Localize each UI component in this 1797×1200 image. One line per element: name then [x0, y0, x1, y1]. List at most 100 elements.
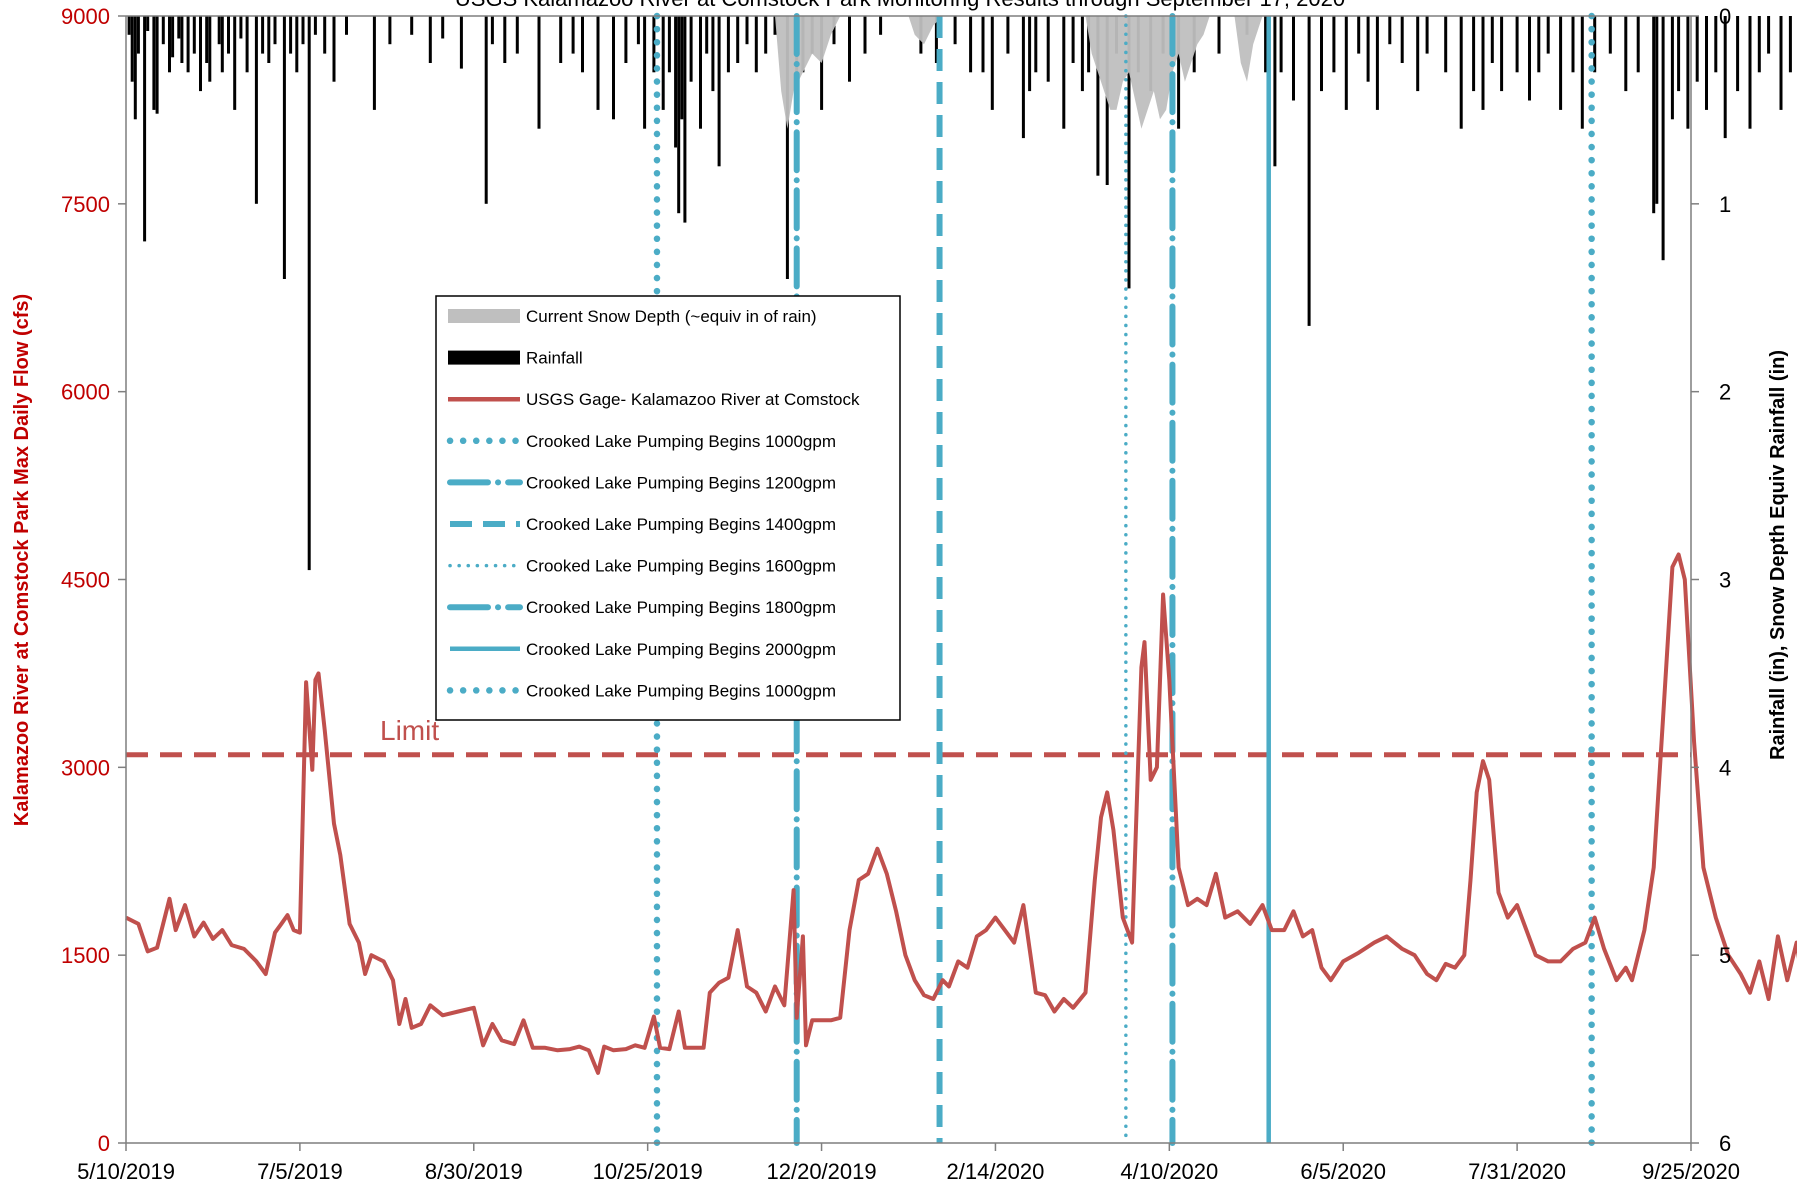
rainfall-bar [1444, 16, 1448, 73]
rainfall-bar [208, 16, 212, 82]
rainfall-bar [1357, 16, 1361, 54]
rainfall-bar [736, 16, 740, 63]
rainfall-bar [879, 16, 883, 35]
rainfall-bar [186, 16, 190, 73]
rainfall-bar [636, 16, 640, 45]
legend-label: Crooked Lake Pumping Begins 1400gpm [526, 515, 836, 534]
x-tick-label: 12/20/2019 [767, 1159, 877, 1184]
y-right-tick-label: 4 [1719, 755, 1731, 780]
y-right-tick-label: 3 [1719, 568, 1731, 593]
x-tick-label: 2/14/2020 [947, 1159, 1045, 1184]
rainfall-bar [689, 16, 693, 82]
y-right-tick-label: 0 [1719, 4, 1731, 29]
rainfall-bar [133, 16, 137, 120]
rainfall-bar [1416, 16, 1420, 92]
flow-series-line [125, 552, 1797, 1075]
y-right-tick-label: 6 [1719, 1131, 1731, 1156]
rainfall-bar [1757, 16, 1761, 73]
rainfall-bar [699, 16, 702, 129]
rainfall-bar [764, 16, 768, 54]
rainfall-bar [667, 16, 671, 73]
rainfall-bar [1655, 16, 1659, 204]
rainfall-bar [217, 16, 221, 45]
x-tick-label: 4/10/2020 [1120, 1159, 1218, 1184]
rainfall-bar [785, 16, 789, 279]
rainfall-bar [503, 16, 507, 63]
rainfall-bar [1490, 16, 1494, 63]
legend-label: Crooked Lake Pumping Begins 1800gpm [526, 598, 836, 617]
rainfall-bar [332, 16, 336, 82]
rainfall-bar [1344, 16, 1348, 110]
legend-label: Crooked Lake Pumping Begins 1000gpm [526, 681, 836, 700]
rainfall-bar [1071, 16, 1075, 63]
snow-depth-area-segment [908, 16, 943, 45]
rainfall-bar [205, 16, 209, 63]
rainfall-bar [1006, 16, 1010, 54]
y-axis-left-label: Kalamazoo River at Comstock Park Max Dai… [11, 294, 33, 826]
x-tick-label: 8/30/2019 [425, 1159, 523, 1184]
rainfall-bar [1695, 16, 1699, 82]
rainfall-bar [1046, 16, 1050, 82]
rainfall-bar [515, 16, 519, 54]
y-left-tick-label: 7500 [61, 192, 110, 217]
rainfall-bar [171, 16, 175, 58]
rainfall-bar [428, 16, 432, 63]
rainfall-bar [227, 16, 230, 54]
rainfall-bar [1571, 16, 1575, 73]
rainfall-bar [1779, 16, 1783, 110]
rainfall-bar [1515, 16, 1519, 73]
rainfall-bar [155, 16, 159, 114]
rainfall-bar [1528, 16, 1531, 101]
rainfall-bar [643, 16, 647, 129]
rainfall-bar [1087, 16, 1091, 73]
rainfall-bar [1748, 16, 1752, 129]
rainfall-bar [490, 16, 494, 45]
rainfall-bar [1500, 16, 1504, 92]
rainfall-bar [596, 16, 600, 110]
rainfall-bar [953, 16, 957, 45]
y-axis-right-label: Rainfall (in), Snow Depth Equiv Rainfall… [1767, 350, 1789, 760]
rainfall-bar [1736, 16, 1740, 92]
rainfall-bar [1714, 16, 1718, 73]
x-tick-label: 6/5/2020 [1300, 1159, 1386, 1184]
legend-swatch-snow [448, 309, 520, 323]
chart-title: USGS Kalamazoo River at Comstock Park Mo… [455, 0, 1345, 11]
rainfall-bar [168, 16, 171, 73]
rainfall-bar [1307, 16, 1311, 326]
legend-label: Crooked Lake Pumping Begins 1000gpm [526, 432, 836, 451]
rainfall-bar [307, 16, 311, 571]
rainfall-bar [1661, 16, 1665, 261]
rainfall-bar [1425, 16, 1429, 54]
rainfall-bar [612, 16, 615, 120]
x-tick-label: 5/10/2019 [77, 1159, 175, 1184]
rainfall-bar [233, 16, 237, 110]
rainfall-bar [220, 16, 224, 73]
rainfall-bar [1677, 16, 1681, 92]
rainfall-bar [459, 16, 463, 69]
snow-depth-area [775, 16, 1263, 129]
snow-depth-area-segment [1085, 16, 1210, 129]
rainfall-bar [1686, 16, 1690, 129]
rainfall-bar [146, 16, 150, 31]
rainfall-bar [1636, 16, 1640, 73]
y-left-tick-label: 3000 [61, 755, 110, 780]
legend-label: Crooked Lake Pumping Begins 1600gpm [526, 557, 836, 576]
rainfall-bar [254, 16, 258, 204]
snow-depth-area-segment [775, 16, 841, 129]
rainfall-bar [295, 16, 299, 73]
rainfall-bar [990, 16, 994, 110]
rainfall-bar [372, 16, 376, 110]
y-left-tick-label: 0 [98, 1131, 110, 1156]
rainfall-bar [1021, 16, 1025, 139]
rainfall-bar [130, 16, 134, 82]
rainfall-bar [127, 16, 131, 35]
y-left-tick-label: 4500 [61, 568, 110, 593]
rainfall-bar [1723, 16, 1727, 139]
rainfall-bar [1767, 16, 1771, 54]
rainfall-bar [981, 16, 985, 73]
rainfall-bar [1105, 16, 1109, 185]
legend-label: Crooked Lake Pumping Begins 1200gpm [526, 473, 836, 492]
legend-label: Crooked Lake Pumping Begins 2000gpm [526, 640, 836, 659]
y-left-tick-label: 6000 [61, 380, 110, 405]
y-left-tick-label: 9000 [61, 4, 110, 29]
